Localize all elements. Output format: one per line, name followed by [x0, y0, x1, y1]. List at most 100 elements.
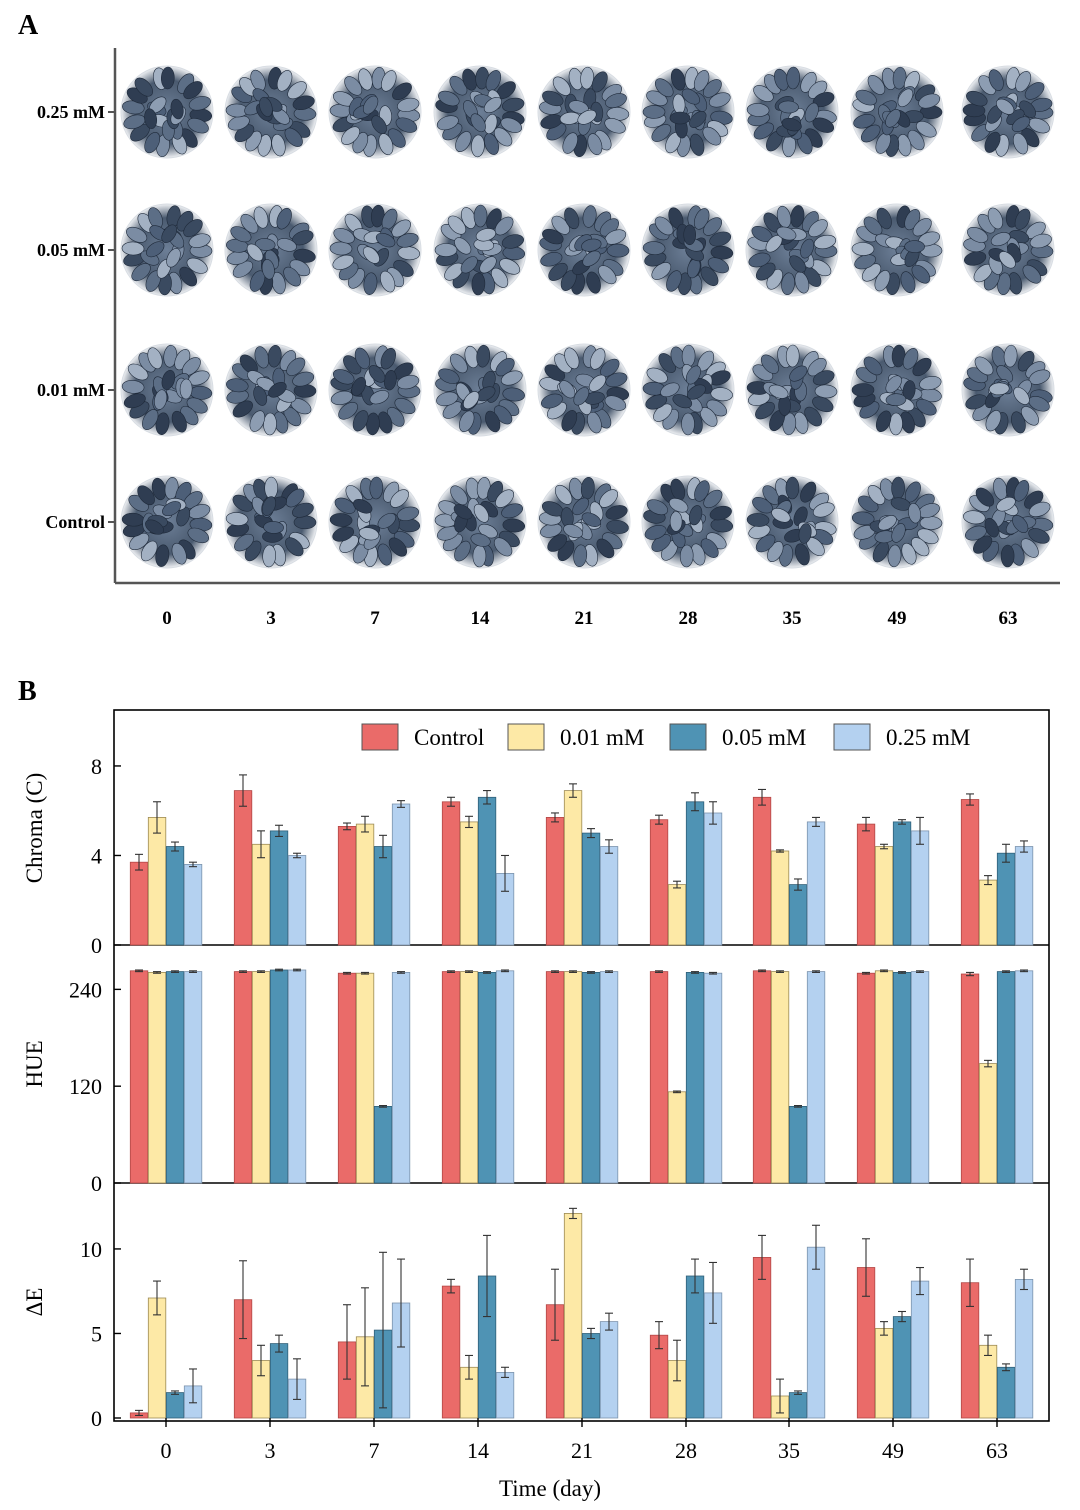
error-bar — [880, 1321, 888, 1336]
bar — [703, 812, 723, 946]
error-bar — [758, 969, 766, 973]
seed-dish-photo — [745, 475, 839, 569]
error-bar — [501, 854, 509, 892]
bar — [978, 879, 998, 946]
bar — [910, 830, 930, 946]
bar — [1014, 1279, 1034, 1419]
seed-dish-photo — [745, 65, 839, 159]
bar — [129, 861, 149, 946]
bar — [269, 1343, 289, 1419]
seed-dish-photo — [120, 475, 214, 569]
error-bar — [293, 852, 301, 859]
bar — [978, 1063, 998, 1184]
bar — [788, 1392, 808, 1419]
bar — [910, 1280, 930, 1419]
seed-dish-photo — [537, 65, 631, 159]
y-tick-label: 4 — [91, 843, 102, 868]
error-bar — [501, 969, 509, 973]
error-bar — [1020, 840, 1028, 853]
error-bar — [239, 774, 247, 807]
error-bar — [397, 800, 405, 808]
error-bar — [257, 970, 265, 973]
error-bar — [966, 1258, 974, 1307]
x-tick-label: 21 — [571, 1438, 593, 1463]
bar — [856, 972, 876, 1184]
seed-dish-photo — [433, 65, 527, 159]
bar — [770, 971, 790, 1184]
error-bar — [691, 792, 699, 812]
bar — [788, 1106, 808, 1184]
legend: Control 0.01 mM 0.05 mM 0.25 mM — [361, 723, 970, 751]
error-bar — [257, 1344, 265, 1377]
bar — [806, 821, 826, 946]
day-label: 14 — [471, 608, 491, 629]
seed-dish-photo — [537, 475, 631, 569]
error-bar — [794, 1390, 802, 1395]
day-label: 35 — [783, 608, 802, 629]
day-label: 3 — [266, 608, 276, 629]
y-tick-label: 240 — [69, 977, 102, 1002]
panel-b-letter: B — [18, 676, 37, 707]
seed-dish-photo — [328, 65, 422, 159]
day-label: 49 — [888, 608, 907, 629]
seed-dish-photo — [850, 343, 944, 437]
bar — [996, 852, 1016, 946]
legend-swatch-control — [361, 723, 399, 751]
error-bar — [655, 814, 663, 825]
bar — [599, 971, 619, 1184]
seed-dish-photo — [328, 475, 422, 569]
error-bar — [257, 830, 265, 859]
error-bar — [898, 971, 906, 974]
error-bar — [605, 970, 613, 973]
error-bar — [916, 816, 924, 845]
seed-dish-photo — [537, 343, 631, 437]
error-bar — [379, 834, 387, 859]
error-bar — [691, 971, 699, 974]
bar — [892, 972, 912, 1184]
bar — [752, 796, 772, 946]
error-bar — [135, 853, 143, 871]
bar — [165, 1392, 185, 1419]
ylabel-delta-e: ΔE — [22, 1288, 47, 1317]
error-bar — [1002, 1363, 1010, 1372]
error-bar — [171, 841, 179, 852]
day-label: 28 — [679, 608, 698, 629]
bar — [495, 1372, 515, 1419]
error-bar — [812, 1224, 820, 1270]
error-bar — [794, 878, 802, 891]
bar — [165, 846, 185, 946]
legend-label-control: Control — [414, 725, 484, 750]
day-label: 21 — [575, 608, 594, 629]
error-bar — [171, 1390, 179, 1395]
bar — [892, 1316, 912, 1419]
seed-dish-photo — [224, 203, 318, 297]
seed-dish-photo — [224, 343, 318, 437]
seed-dish-photo — [745, 343, 839, 437]
panel-a-photo-grid: 0.25 mM 0.05 mM 0.01 mM Control 0 3 7 14 21 28 35 4… — [37, 48, 1060, 629]
seed-dish-photo — [120, 343, 214, 437]
seed-dish-photo — [961, 65, 1055, 159]
y-tick-label: 8 — [91, 754, 102, 779]
y-tick-label: 0 — [91, 1406, 102, 1431]
error-bar — [587, 971, 595, 974]
bar — [233, 971, 253, 1184]
error-bar — [361, 815, 369, 833]
error-bar — [551, 1268, 559, 1341]
error-bar — [397, 971, 405, 974]
bar — [874, 846, 894, 946]
bar — [391, 803, 411, 946]
bar — [287, 969, 307, 1184]
seed-dish-photo — [850, 65, 944, 159]
legend-label-001mm: 0.01 mM — [560, 725, 644, 750]
error-bar — [135, 969, 143, 973]
bar — [545, 971, 565, 1184]
seed-dish-photo — [641, 65, 735, 159]
error-bar — [673, 1090, 681, 1094]
error-bar — [171, 970, 179, 973]
error-bar — [655, 970, 663, 973]
error-bar — [447, 970, 455, 973]
error-bar — [862, 816, 870, 832]
error-bar — [812, 816, 820, 827]
bar — [649, 971, 669, 1184]
day-label: 63 — [999, 608, 1018, 629]
